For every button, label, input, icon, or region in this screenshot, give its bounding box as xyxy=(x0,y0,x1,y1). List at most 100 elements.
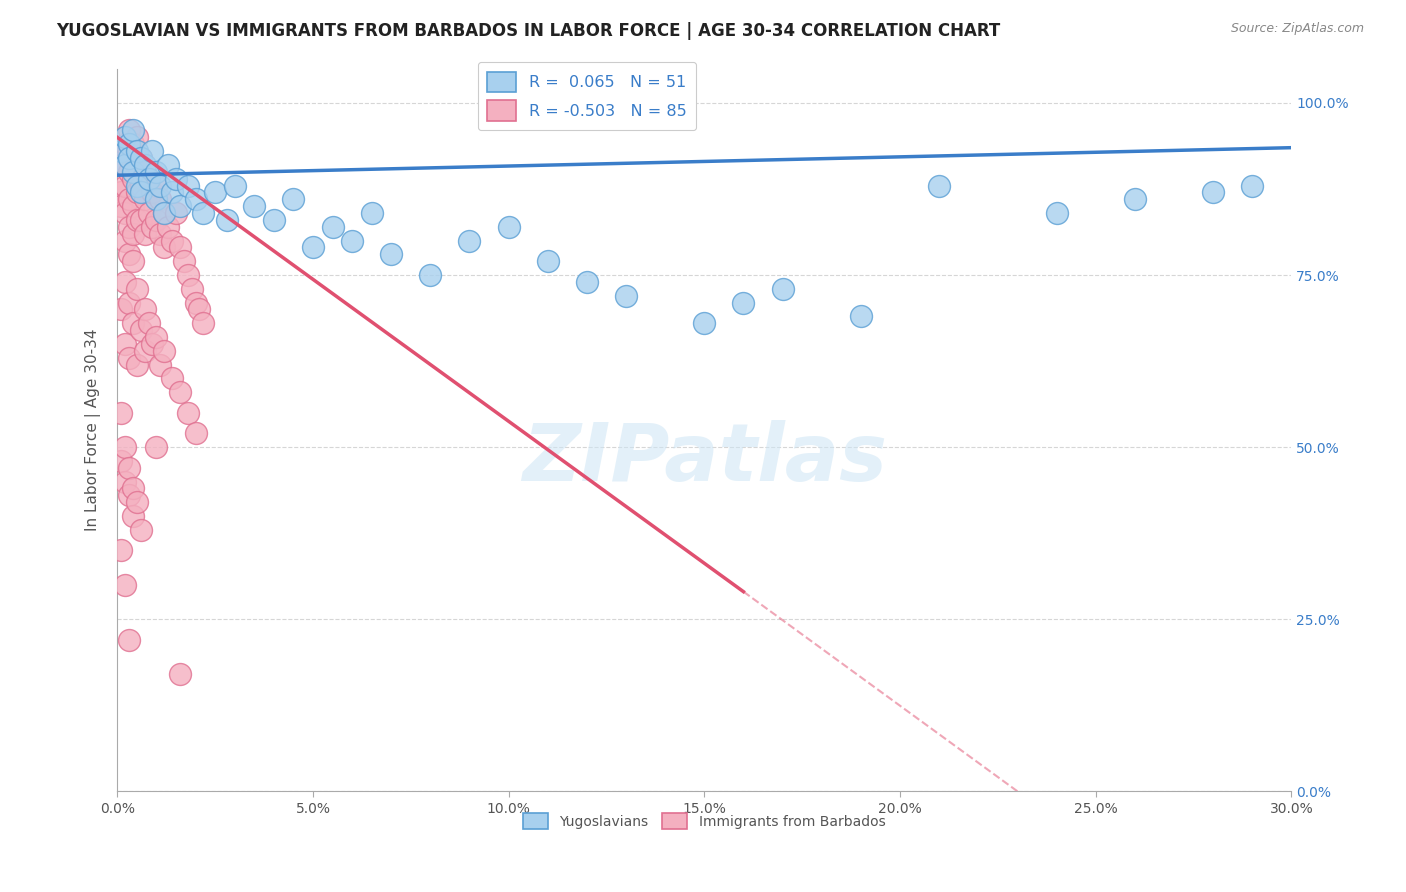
Point xyxy=(122,171,145,186)
Point xyxy=(380,247,402,261)
Point xyxy=(122,123,145,137)
Point xyxy=(129,323,152,337)
Point xyxy=(125,178,148,193)
Point xyxy=(165,206,187,220)
Point xyxy=(204,186,226,200)
Point xyxy=(153,240,176,254)
Point xyxy=(157,158,180,172)
Point xyxy=(114,275,136,289)
Point xyxy=(118,460,141,475)
Point xyxy=(134,343,156,358)
Point xyxy=(149,358,172,372)
Point xyxy=(141,186,163,200)
Point xyxy=(118,137,141,152)
Point xyxy=(118,165,141,179)
Point xyxy=(1123,192,1146,206)
Point xyxy=(614,288,637,302)
Point xyxy=(169,667,191,681)
Point xyxy=(772,282,794,296)
Point xyxy=(118,144,141,158)
Text: ZIPatlas: ZIPatlas xyxy=(522,420,887,498)
Point xyxy=(134,302,156,317)
Point xyxy=(129,151,152,165)
Point xyxy=(193,206,215,220)
Point xyxy=(125,358,148,372)
Point xyxy=(114,178,136,193)
Point xyxy=(138,171,160,186)
Point xyxy=(114,137,136,152)
Point xyxy=(118,488,141,502)
Point xyxy=(125,158,148,172)
Point xyxy=(122,254,145,268)
Point xyxy=(118,247,141,261)
Point xyxy=(160,371,183,385)
Point xyxy=(125,130,148,145)
Point xyxy=(160,186,183,200)
Point xyxy=(118,123,141,137)
Point xyxy=(693,316,716,330)
Point xyxy=(149,178,172,193)
Point xyxy=(169,240,191,254)
Point xyxy=(118,295,141,310)
Point xyxy=(125,495,148,509)
Point xyxy=(118,632,141,647)
Text: Source: ZipAtlas.com: Source: ZipAtlas.com xyxy=(1230,22,1364,36)
Point xyxy=(537,254,560,268)
Point xyxy=(125,213,148,227)
Point xyxy=(118,351,141,365)
Point xyxy=(110,144,132,158)
Point xyxy=(125,282,148,296)
Point xyxy=(173,254,195,268)
Point xyxy=(419,268,441,282)
Point xyxy=(110,144,132,158)
Point xyxy=(153,206,176,220)
Point xyxy=(118,219,141,234)
Point xyxy=(129,523,152,537)
Point xyxy=(180,282,202,296)
Point xyxy=(177,178,200,193)
Point xyxy=(165,171,187,186)
Point xyxy=(145,165,167,179)
Point xyxy=(134,158,156,172)
Point xyxy=(157,219,180,234)
Point xyxy=(114,158,136,172)
Point xyxy=(149,227,172,241)
Point xyxy=(129,186,152,200)
Point xyxy=(141,219,163,234)
Point xyxy=(114,206,136,220)
Point xyxy=(110,543,132,558)
Point xyxy=(145,330,167,344)
Point xyxy=(138,206,160,220)
Point xyxy=(928,178,950,193)
Point xyxy=(1045,206,1067,220)
Point xyxy=(849,310,872,324)
Point xyxy=(122,199,145,213)
Point xyxy=(122,508,145,523)
Point xyxy=(122,482,145,496)
Point xyxy=(360,206,382,220)
Point xyxy=(458,234,481,248)
Point xyxy=(498,219,520,234)
Point xyxy=(321,219,343,234)
Point xyxy=(134,192,156,206)
Point xyxy=(169,199,191,213)
Point xyxy=(184,295,207,310)
Point xyxy=(575,275,598,289)
Point xyxy=(114,578,136,592)
Point xyxy=(118,192,141,206)
Point xyxy=(733,295,755,310)
Point xyxy=(114,336,136,351)
Point xyxy=(114,475,136,489)
Point xyxy=(283,192,305,206)
Point xyxy=(177,406,200,420)
Point xyxy=(145,213,167,227)
Point xyxy=(129,213,152,227)
Point xyxy=(114,130,136,145)
Point xyxy=(184,426,207,441)
Point xyxy=(141,336,163,351)
Point xyxy=(134,227,156,241)
Point xyxy=(184,192,207,206)
Point xyxy=(138,171,160,186)
Point xyxy=(138,316,160,330)
Point xyxy=(145,192,167,206)
